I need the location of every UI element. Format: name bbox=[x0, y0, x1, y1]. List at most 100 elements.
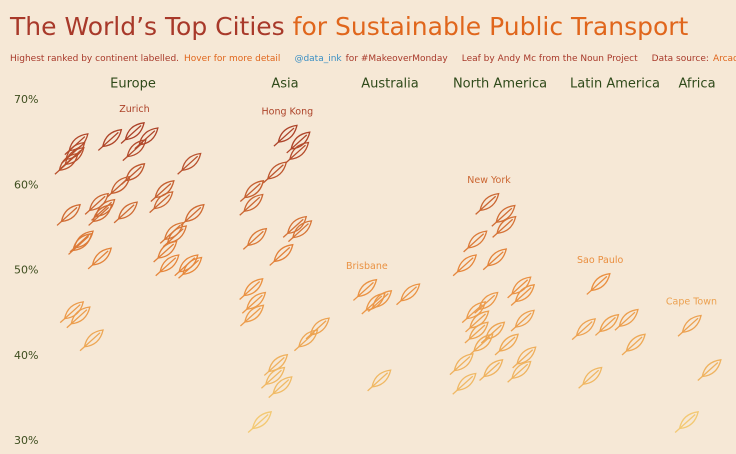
leaf-vein bbox=[106, 178, 128, 198]
leaf-outline bbox=[157, 240, 178, 259]
leaf-vein bbox=[293, 332, 315, 352]
leaf-outline bbox=[678, 411, 700, 430]
subtitle-part: Leaf by Andy Mc from the Noun Project bbox=[462, 54, 638, 64]
leaf-outline bbox=[618, 308, 639, 327]
leaf-outline bbox=[456, 372, 477, 391]
leaf-outline bbox=[125, 163, 146, 182]
leaf bbox=[465, 310, 490, 333]
leaf bbox=[677, 314, 702, 337]
leaf-vein bbox=[68, 235, 90, 255]
leaf-outline bbox=[243, 278, 264, 297]
leaf-outline bbox=[181, 152, 202, 171]
leaf-outline bbox=[456, 254, 478, 273]
leaf-outline bbox=[244, 304, 265, 323]
leaf-vein bbox=[59, 304, 81, 324]
column-header: North America bbox=[453, 77, 547, 92]
leaf-vein bbox=[367, 372, 389, 392]
leaf-vein bbox=[452, 257, 474, 277]
leaf-vein bbox=[242, 230, 264, 250]
leaf-outline bbox=[265, 366, 286, 385]
leaf bbox=[452, 372, 477, 395]
leaf-outline bbox=[514, 284, 536, 303]
y-tick-label: 50% bbox=[14, 264, 38, 277]
leaf-outline bbox=[575, 318, 597, 337]
leaf bbox=[452, 254, 478, 277]
leaf-outline bbox=[681, 314, 702, 333]
leaf-vein bbox=[461, 304, 483, 324]
leaf bbox=[512, 346, 537, 369]
leaf bbox=[293, 329, 319, 352]
column-header: Australia bbox=[361, 77, 419, 92]
leaf bbox=[507, 360, 532, 383]
leaf-vein bbox=[155, 257, 177, 277]
leaf-vein bbox=[180, 206, 202, 226]
subtitle-part: Data source: bbox=[652, 54, 709, 64]
leaf-vein bbox=[352, 281, 374, 301]
leaf-vein bbox=[120, 124, 142, 145]
leaf bbox=[239, 180, 265, 203]
leaf-vein bbox=[284, 144, 306, 164]
leaf-outline bbox=[453, 353, 474, 372]
leaf-vein bbox=[396, 286, 418, 306]
column-header: Asia bbox=[271, 77, 298, 92]
leaf bbox=[177, 152, 202, 175]
leaf-vein bbox=[305, 320, 327, 340]
leaf-outline bbox=[138, 127, 159, 146]
city-label: Sao Paulo bbox=[577, 255, 623, 266]
leaf bbox=[247, 411, 273, 434]
leaf-outline bbox=[124, 122, 145, 141]
city-label: Zurich bbox=[119, 104, 149, 115]
leaf-vein bbox=[239, 196, 261, 216]
subtitle-part[interactable]: @data_ink bbox=[294, 54, 342, 64]
y-tick-label: 60% bbox=[14, 178, 38, 191]
leaf-outline bbox=[590, 272, 611, 292]
leaf-vein bbox=[262, 164, 284, 184]
leaf-outline bbox=[91, 247, 113, 266]
leaf bbox=[88, 203, 113, 226]
leaf-vein bbox=[482, 251, 504, 271]
subtitle-part[interactable]: Hover for more detail bbox=[184, 54, 280, 64]
leaf-outline bbox=[126, 139, 147, 158]
y-tick-label: 70% bbox=[14, 93, 38, 106]
leaf-vein bbox=[56, 206, 78, 226]
leaf bbox=[84, 192, 110, 215]
leaf-outline bbox=[511, 360, 532, 379]
leaf-outline bbox=[599, 313, 620, 333]
city-label: Cape Town bbox=[666, 297, 717, 308]
leaf bbox=[273, 124, 298, 147]
leaf bbox=[162, 225, 188, 248]
leaf-vein bbox=[263, 356, 285, 376]
leaf-outline bbox=[479, 192, 500, 212]
leaf-vein bbox=[286, 134, 308, 154]
subtitle-part[interactable]: Arcadis bbox=[713, 54, 736, 64]
leaf-vein bbox=[507, 363, 529, 383]
leaf bbox=[463, 230, 488, 253]
leaf-vein bbox=[571, 321, 593, 341]
leaf-outline bbox=[298, 329, 319, 348]
leaf-outline bbox=[465, 301, 487, 320]
leaf-outline bbox=[251, 411, 273, 430]
leaf bbox=[586, 272, 611, 295]
leaf-outline bbox=[72, 232, 93, 252]
leaf-outline bbox=[498, 333, 519, 352]
leaf-outline bbox=[245, 291, 267, 310]
leaf-outline bbox=[246, 227, 268, 247]
leaf-vein bbox=[239, 307, 261, 327]
leaf-outline bbox=[101, 128, 123, 148]
leaf bbox=[239, 193, 264, 216]
leaf bbox=[464, 321, 489, 344]
leaf-vein bbox=[578, 369, 600, 389]
leaf-vein bbox=[464, 324, 486, 344]
leaf-vein bbox=[88, 206, 110, 226]
leaf-outline bbox=[166, 225, 188, 244]
city-label: New York bbox=[467, 175, 511, 186]
title-part: The World’s Top Cities bbox=[9, 12, 285, 41]
leaf bbox=[239, 304, 265, 327]
city-label: Hong Kong bbox=[262, 107, 314, 118]
leaf bbox=[241, 291, 267, 314]
subtitle: Highest ranked by continent labelled. Hov… bbox=[10, 54, 736, 64]
leaf bbox=[60, 146, 85, 169]
leaf-vein bbox=[449, 356, 471, 376]
leaf-vein bbox=[113, 204, 135, 224]
leaf bbox=[97, 128, 123, 151]
